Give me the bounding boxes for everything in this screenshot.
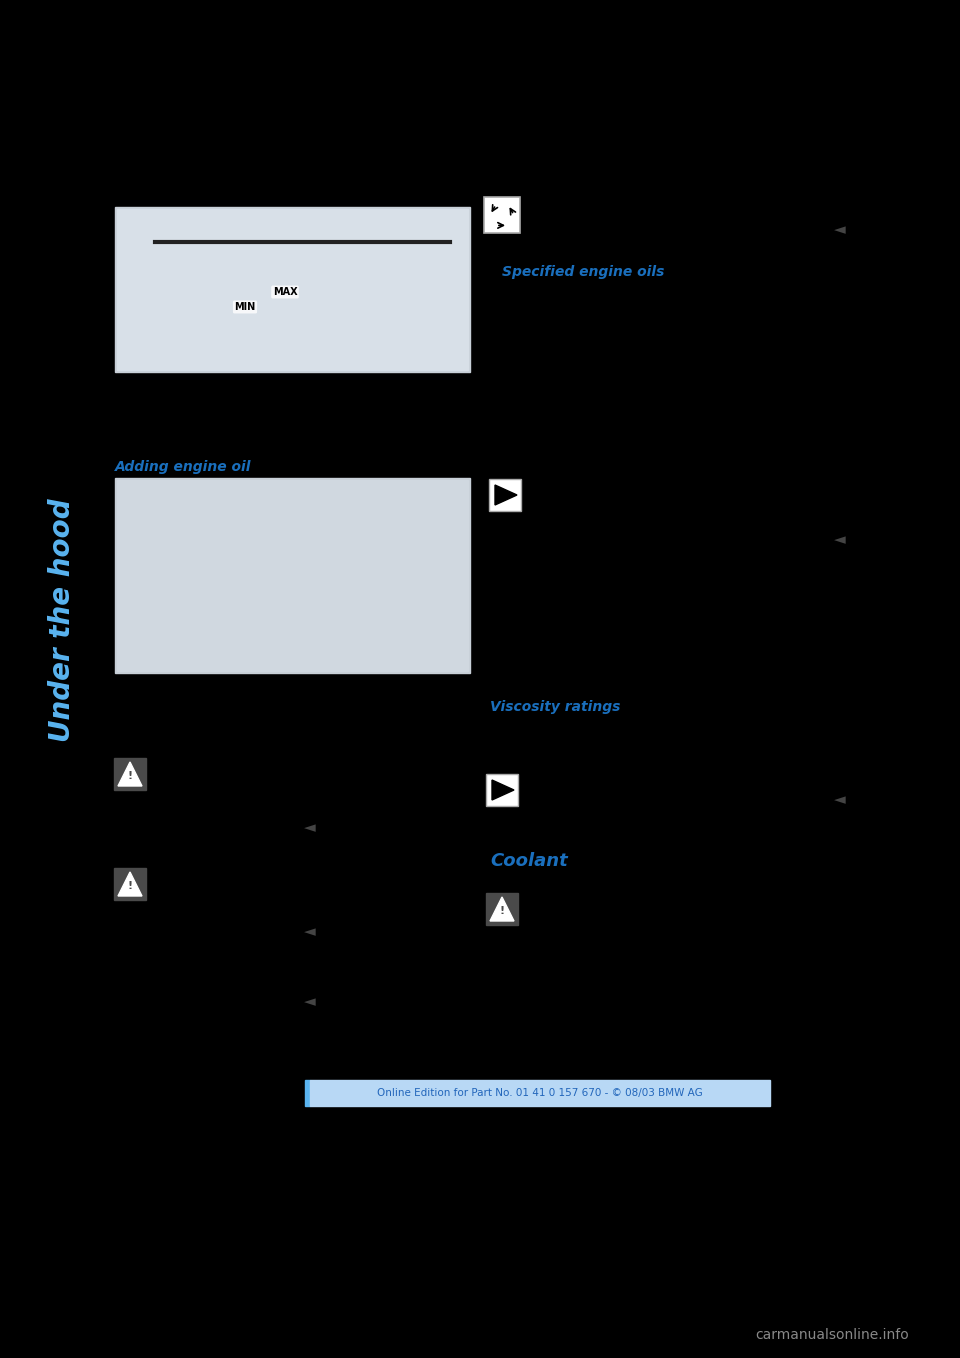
Bar [117,479,468,671]
Bar [117,209,468,369]
Text: Online Edition for Part No. 01 41 0 157 670 - © 08/03 BMW AG: Online Edition for Part No. 01 41 0 157 … [377,1088,703,1099]
Text: Under the hood: Under the hood [48,498,76,741]
Bar [115,206,470,372]
Text: Adding engine oil: Adding engine oil [115,460,252,474]
Text: MAX: MAX [273,287,298,297]
Text: ◄: ◄ [304,925,316,940]
Text: MIN: MIN [234,301,255,312]
Bar [114,868,146,900]
Bar [484,197,520,234]
Text: Coolant: Coolant [490,851,567,870]
Text: ◄: ◄ [304,994,316,1009]
Text: !: ! [128,771,132,781]
Polygon shape [118,762,142,786]
Bar [486,774,518,807]
Text: ◄: ◄ [834,793,846,808]
Text: ◄: ◄ [834,223,846,238]
Text: Viscosity ratings: Viscosity ratings [490,699,620,714]
Bar [310,1080,770,1105]
Bar [114,758,146,790]
Text: ◄: ◄ [834,532,846,547]
Bar [489,479,521,511]
Text: ◄: ◄ [304,820,316,835]
Text: !: ! [128,881,132,891]
Text: Specified engine oils: Specified engine oils [502,265,664,278]
Polygon shape [495,485,517,505]
Text: carmanualsonline.info: carmanualsonline.info [755,1328,909,1342]
Polygon shape [118,872,142,896]
Bar [486,894,518,925]
Text: !: ! [499,906,505,917]
Polygon shape [492,779,514,800]
Bar [305,1080,310,1105]
Polygon shape [490,898,514,921]
Bar [115,478,470,674]
